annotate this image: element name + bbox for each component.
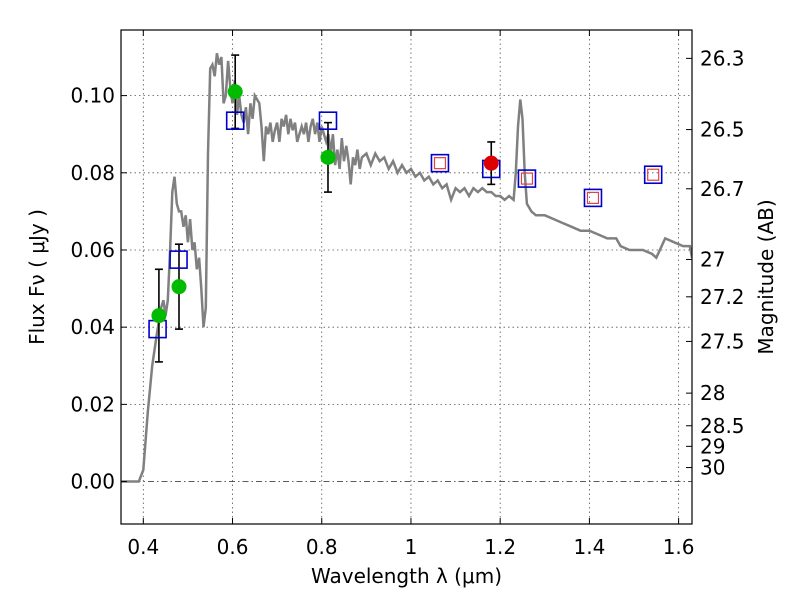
model-square-marker <box>318 111 338 130</box>
x-tick-label: 1 <box>405 535 418 559</box>
observed-point <box>151 308 167 324</box>
model-square-marker <box>517 169 537 188</box>
right-axis-label: Magnitude (AB) <box>754 199 778 354</box>
observed-point <box>227 84 243 100</box>
model-square-marker <box>643 165 663 185</box>
magnitude-tick-label: 27.5 <box>700 329 745 353</box>
observed-point <box>320 149 336 165</box>
magnitude-tick-label: 27 <box>700 247 725 271</box>
model-square-marker <box>169 250 188 269</box>
x-tick-label: 0.6 <box>217 535 249 559</box>
y-tick-label: 0.00 <box>70 470 115 494</box>
model-square-marker <box>430 153 450 173</box>
x-axis-label: Wavelength λ (μm) <box>311 564 502 588</box>
magnitude-tick-label: 29 <box>700 434 725 458</box>
model-spectrum-line <box>121 52 692 483</box>
magnitude-tick-label: 26.3 <box>700 46 745 70</box>
inner-square-marker <box>586 191 600 204</box>
x-tick-label: 1.2 <box>484 535 516 559</box>
data-markers <box>148 54 663 363</box>
magnitude-tick-label: 27.2 <box>700 285 745 309</box>
y-axis-label: Flux Fν ( μJy ) <box>25 209 49 345</box>
x-tick-label: 1.4 <box>573 535 605 559</box>
y-tick-label: 0.04 <box>70 315 115 339</box>
model-square-marker <box>583 188 603 208</box>
axis-ticks <box>121 30 692 524</box>
plot-frame <box>120 29 693 525</box>
x-tick-label: 0.4 <box>127 535 159 559</box>
inner-square-marker <box>433 157 447 170</box>
observed-point-red <box>483 155 499 171</box>
magnitude-tick-label: 28.5 <box>700 414 745 438</box>
magnitude-tick-label: 26.5 <box>700 118 745 142</box>
y-tick-label: 0.08 <box>70 161 115 185</box>
tick-labels: 0.4 0.6 0.8 1 1.2 1.4 1.6 0.00 0.02 0.04 0.06 0.08 0… <box>70 46 744 559</box>
model-square-marker <box>225 111 245 130</box>
plot-area <box>121 52 692 483</box>
y-tick-label: 0.10 <box>70 84 115 108</box>
x-tick-label: 1.6 <box>663 535 695 559</box>
observed-point <box>171 279 187 295</box>
inner-square-marker <box>520 172 534 185</box>
magnitude-tick-label: 26.7 <box>700 177 745 201</box>
y-tick-label: 0.06 <box>70 238 115 262</box>
y-tick-label: 0.02 <box>70 392 115 416</box>
magnitude-tick-label: 30 <box>700 456 725 480</box>
x-tick-label: 0.8 <box>306 535 338 559</box>
inner-square-marker <box>647 168 660 181</box>
magnitude-tick-label: 28 <box>700 381 725 405</box>
